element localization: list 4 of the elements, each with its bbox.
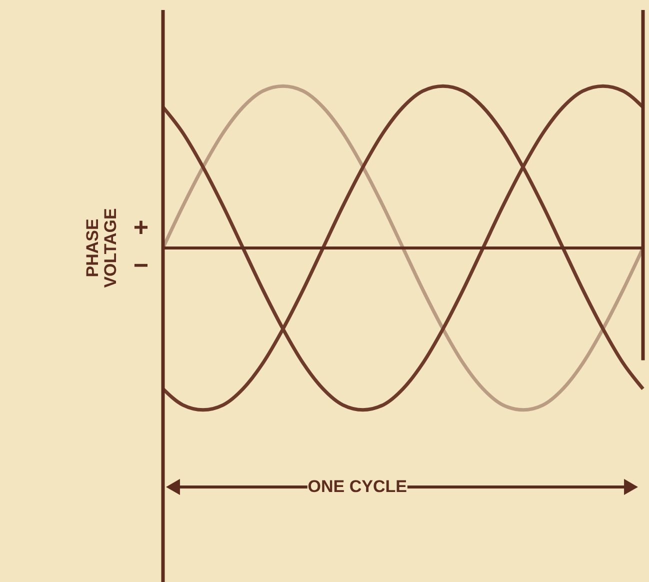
text: + <box>133 212 149 242</box>
y-axis-title: PHASE VOLTAGE <box>83 208 120 288</box>
text: ONE CYCLE <box>308 476 407 496</box>
text: − <box>133 250 149 280</box>
